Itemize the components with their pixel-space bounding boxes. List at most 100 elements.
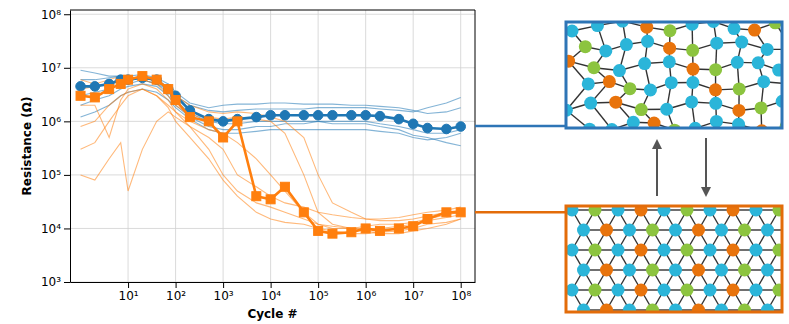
marker xyxy=(219,133,228,142)
atom xyxy=(710,37,723,50)
atom xyxy=(715,224,728,237)
marker xyxy=(252,112,262,122)
atom xyxy=(704,284,717,297)
atom xyxy=(566,206,579,217)
tick-mark xyxy=(64,282,70,283)
tick-mark xyxy=(461,282,462,288)
diagram-background xyxy=(566,206,782,312)
x-axis-line xyxy=(71,282,476,283)
atom xyxy=(732,104,745,117)
x-tick: 10³ xyxy=(214,282,234,303)
x-tick: 10⁵ xyxy=(309,282,329,303)
atom xyxy=(686,76,699,89)
atom xyxy=(591,22,604,32)
y-tick: 10⁷ xyxy=(41,61,70,75)
atom xyxy=(584,97,597,110)
y-tick: 10⁶ xyxy=(41,115,70,129)
atom xyxy=(641,35,654,48)
marker xyxy=(347,228,356,237)
atom xyxy=(609,96,622,109)
atom xyxy=(735,36,748,49)
atom xyxy=(599,44,612,57)
atom xyxy=(635,206,648,217)
tick-mark xyxy=(64,14,70,15)
tick-mark xyxy=(413,282,414,288)
atom xyxy=(709,97,722,110)
marker xyxy=(280,182,289,191)
atom xyxy=(686,63,699,76)
marker xyxy=(442,124,452,134)
y-axis-title: Resistance (Ω) xyxy=(20,97,34,196)
atom xyxy=(665,76,678,89)
tick-mark xyxy=(271,282,272,288)
marker xyxy=(375,111,385,121)
tick-label: 10² xyxy=(166,289,186,303)
grid-line xyxy=(413,10,414,282)
marker xyxy=(90,93,99,102)
tick-label: 10³ xyxy=(41,275,61,289)
grid-line xyxy=(70,67,475,68)
atom xyxy=(692,224,705,237)
atom xyxy=(589,284,602,297)
atom xyxy=(620,38,633,51)
atom xyxy=(600,264,613,277)
series-line xyxy=(81,78,461,129)
atom xyxy=(750,206,763,217)
marker xyxy=(299,110,309,120)
marker xyxy=(124,75,133,84)
marker xyxy=(375,226,384,235)
plot-marks xyxy=(76,70,466,238)
atom xyxy=(640,22,653,34)
tick-label: 10³ xyxy=(214,289,234,303)
chart: 10¹10²10³10⁴10⁵10⁶10⁷10⁸10³10⁴10⁵10⁶10⁷1… xyxy=(0,0,789,324)
tick-mark xyxy=(64,68,70,69)
tick-label: 10⁴ xyxy=(41,222,61,236)
marker xyxy=(361,110,371,120)
atom xyxy=(761,43,774,56)
atom xyxy=(566,25,579,38)
marker xyxy=(266,195,275,204)
marker xyxy=(152,75,161,84)
x-axis-title: Cycle # xyxy=(247,307,297,321)
marker xyxy=(76,91,85,100)
marker xyxy=(313,110,323,120)
atom xyxy=(727,206,740,217)
atom xyxy=(681,244,694,257)
marker xyxy=(233,117,242,126)
tick-label: 10¹ xyxy=(119,289,139,303)
tick-label: 10⁶ xyxy=(41,115,61,129)
atom xyxy=(638,57,651,70)
marker xyxy=(408,119,418,129)
y-tick: 10⁴ xyxy=(41,222,70,236)
grid xyxy=(70,10,475,282)
marker xyxy=(266,110,276,120)
marker xyxy=(164,85,173,94)
atom xyxy=(750,284,763,297)
plot-frame xyxy=(70,10,475,282)
atom xyxy=(658,284,671,297)
tick-label: 10⁶ xyxy=(356,289,376,303)
x-tick: 10⁶ xyxy=(356,282,376,303)
crystalline-diagram xyxy=(566,204,789,317)
atom xyxy=(709,83,722,96)
x-tick: 10² xyxy=(166,282,186,303)
marker xyxy=(218,117,228,127)
tick-mark xyxy=(318,282,319,288)
tick-label: 10⁴ xyxy=(261,289,281,303)
atom xyxy=(589,206,602,217)
tick-mark xyxy=(64,175,70,176)
diagram-border xyxy=(566,22,782,128)
atom xyxy=(710,115,723,128)
atom xyxy=(612,206,625,217)
tick-mark xyxy=(366,282,367,288)
atom xyxy=(579,40,592,53)
atom xyxy=(750,244,763,257)
connector xyxy=(475,125,566,128)
atom xyxy=(704,244,717,257)
atom xyxy=(681,284,694,297)
arrow-down xyxy=(705,138,707,192)
lattice xyxy=(566,22,782,128)
atom xyxy=(644,83,657,96)
atom xyxy=(646,264,659,277)
atom xyxy=(623,82,636,95)
